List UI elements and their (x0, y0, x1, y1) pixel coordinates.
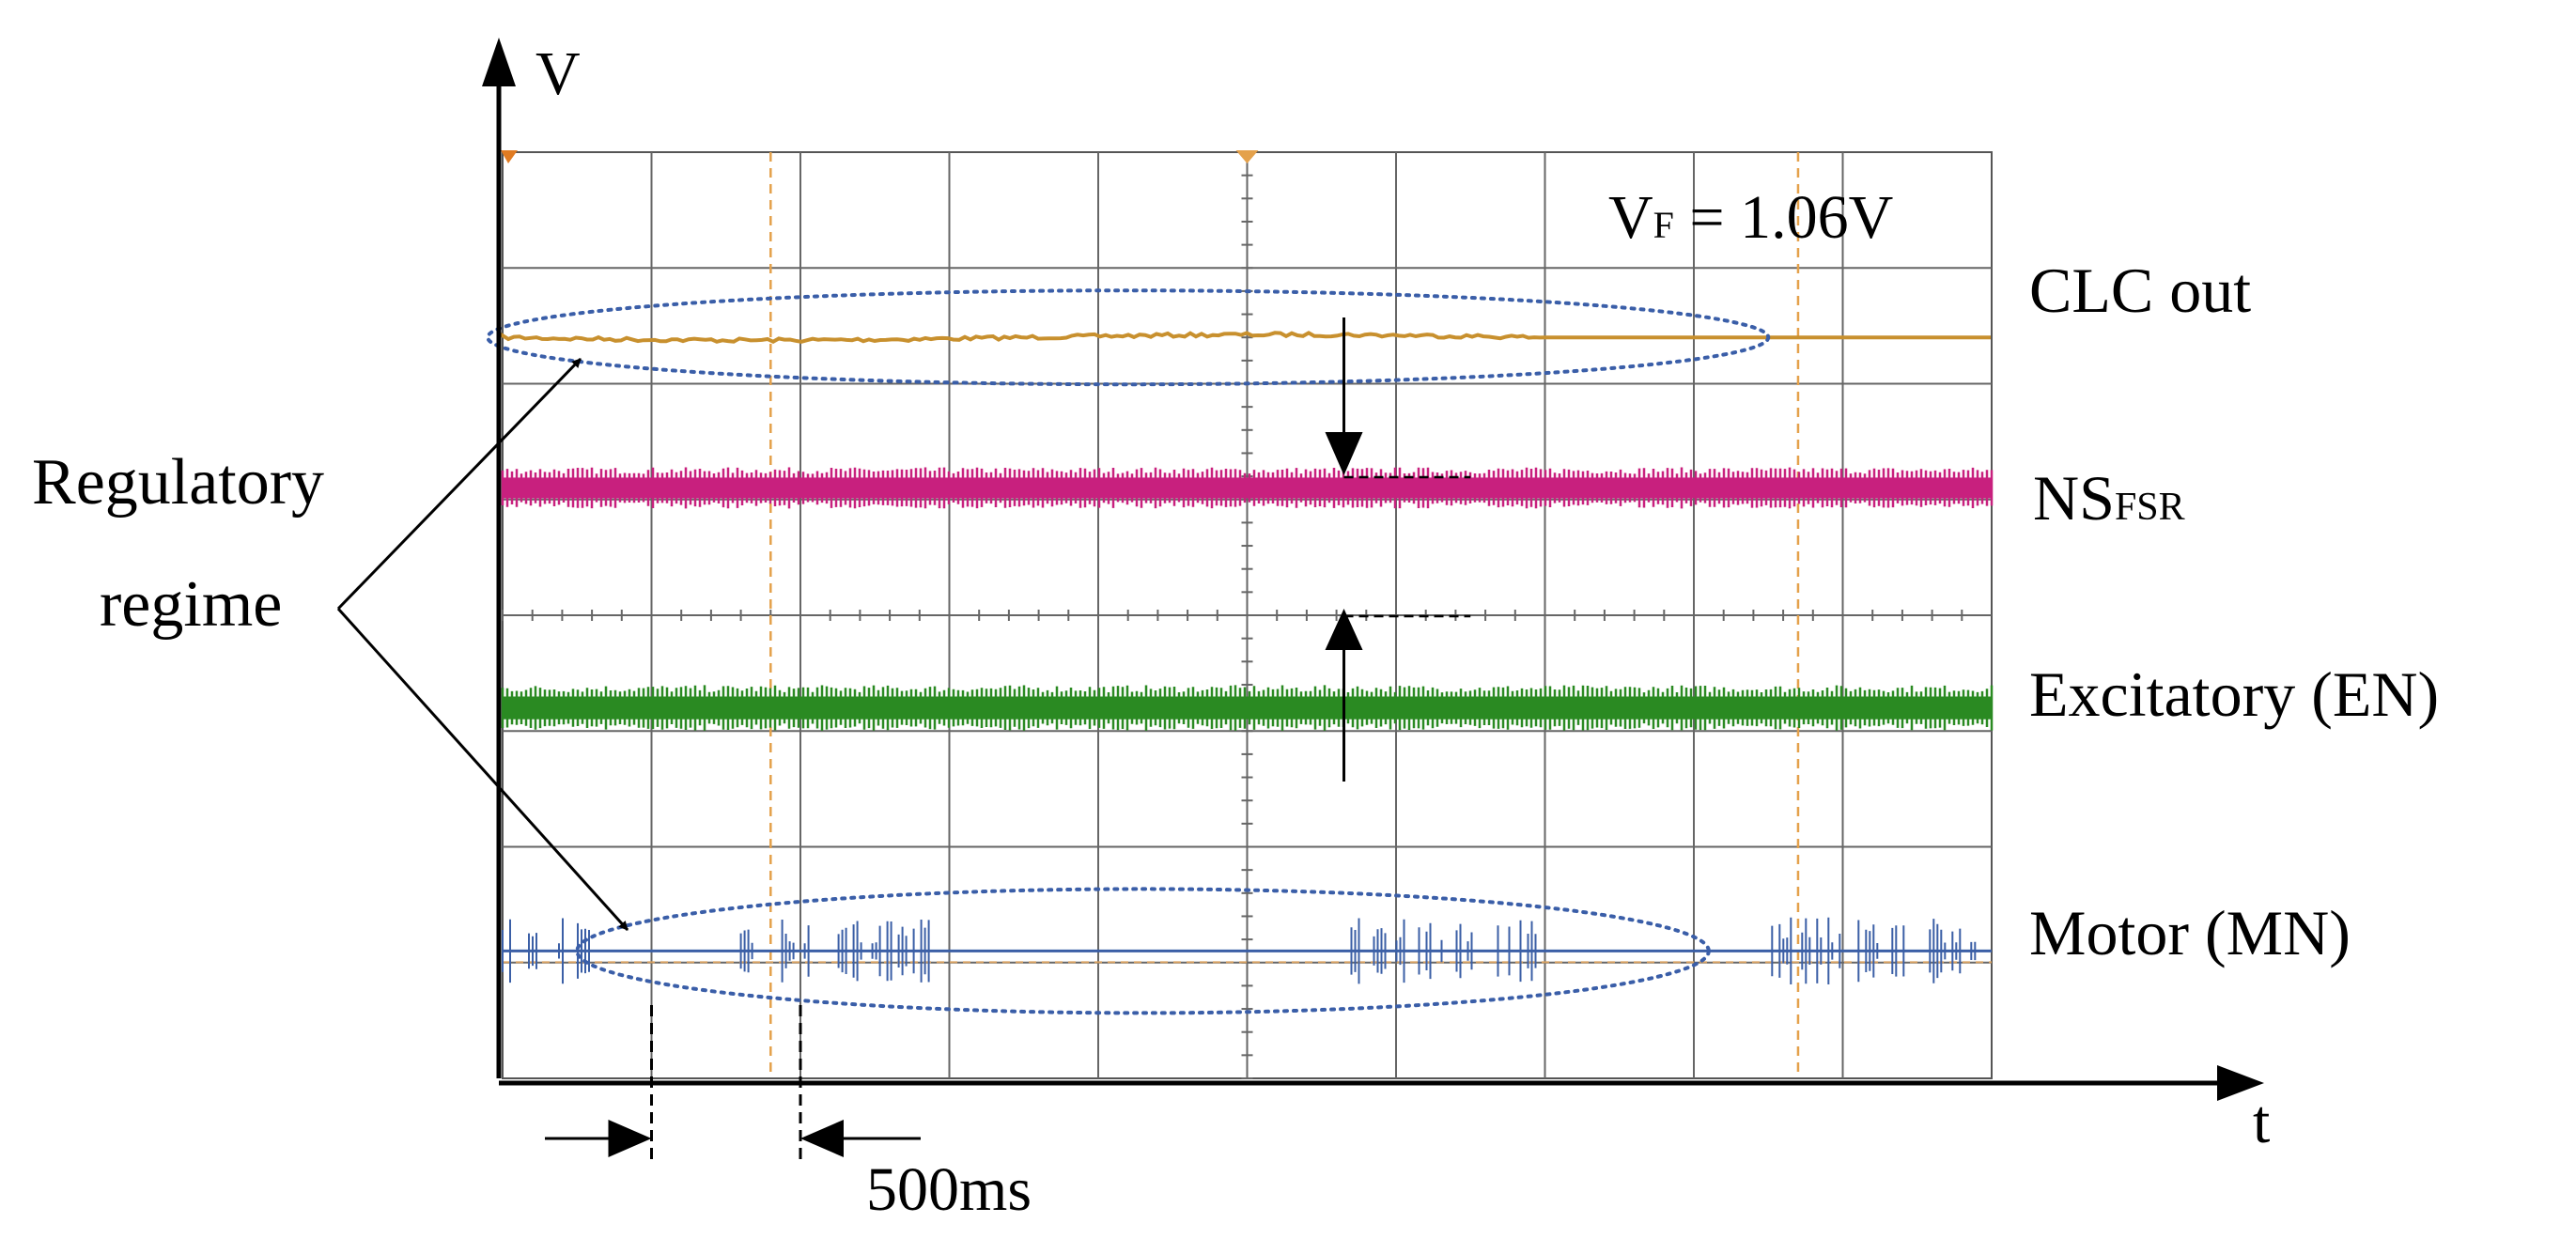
measure-markers (545, 317, 1471, 1161)
regime-label-line1: Regulatory (32, 446, 324, 519)
x-axis-label: t (2253, 1088, 2270, 1156)
regime-label-line2: regime (100, 568, 282, 641)
trigger-marker (1235, 150, 1259, 163)
time-arrow-left-head (608, 1120, 652, 1157)
trace-excitatory-spikes (501, 685, 1994, 731)
time-scale-label: 500ms (866, 1155, 1032, 1224)
channel-marker (501, 150, 518, 163)
trace-motor-bursts (502, 917, 1977, 984)
series-label-motor: Motor (MN) (2029, 897, 2351, 968)
series-label-ns-fsr: NSFSR (2033, 462, 2185, 534)
ellipse-motor-regime (575, 887, 1711, 1015)
vf-annotation: VF = 1.06V (1608, 183, 1893, 252)
trace-excitatory-band (503, 696, 1992, 720)
trace-clc-out (501, 331, 1991, 345)
x-axis-arrow (2217, 1065, 2264, 1101)
vf-arrow-top-head (1325, 432, 1363, 475)
ellipse-clc-regime (486, 288, 1771, 387)
y-axis-label: V (535, 39, 581, 108)
y-axis-arrow (482, 38, 516, 86)
vf-arrow-bottom-head (1325, 609, 1363, 650)
series-label-clc-out: CLC out (2029, 255, 2251, 326)
signal-traces (501, 331, 1994, 984)
trace-ns-fsr-spikes (501, 467, 1994, 509)
trace-ns-fsr-band (503, 477, 1992, 499)
regime-ellipses (486, 288, 1771, 1015)
regime-arrow-upper (336, 357, 582, 611)
series-label-excitatory: Excitatory (EN) (2029, 658, 2439, 730)
time-arrow-right-head (800, 1120, 844, 1157)
regime-arrow-lower (336, 607, 629, 932)
